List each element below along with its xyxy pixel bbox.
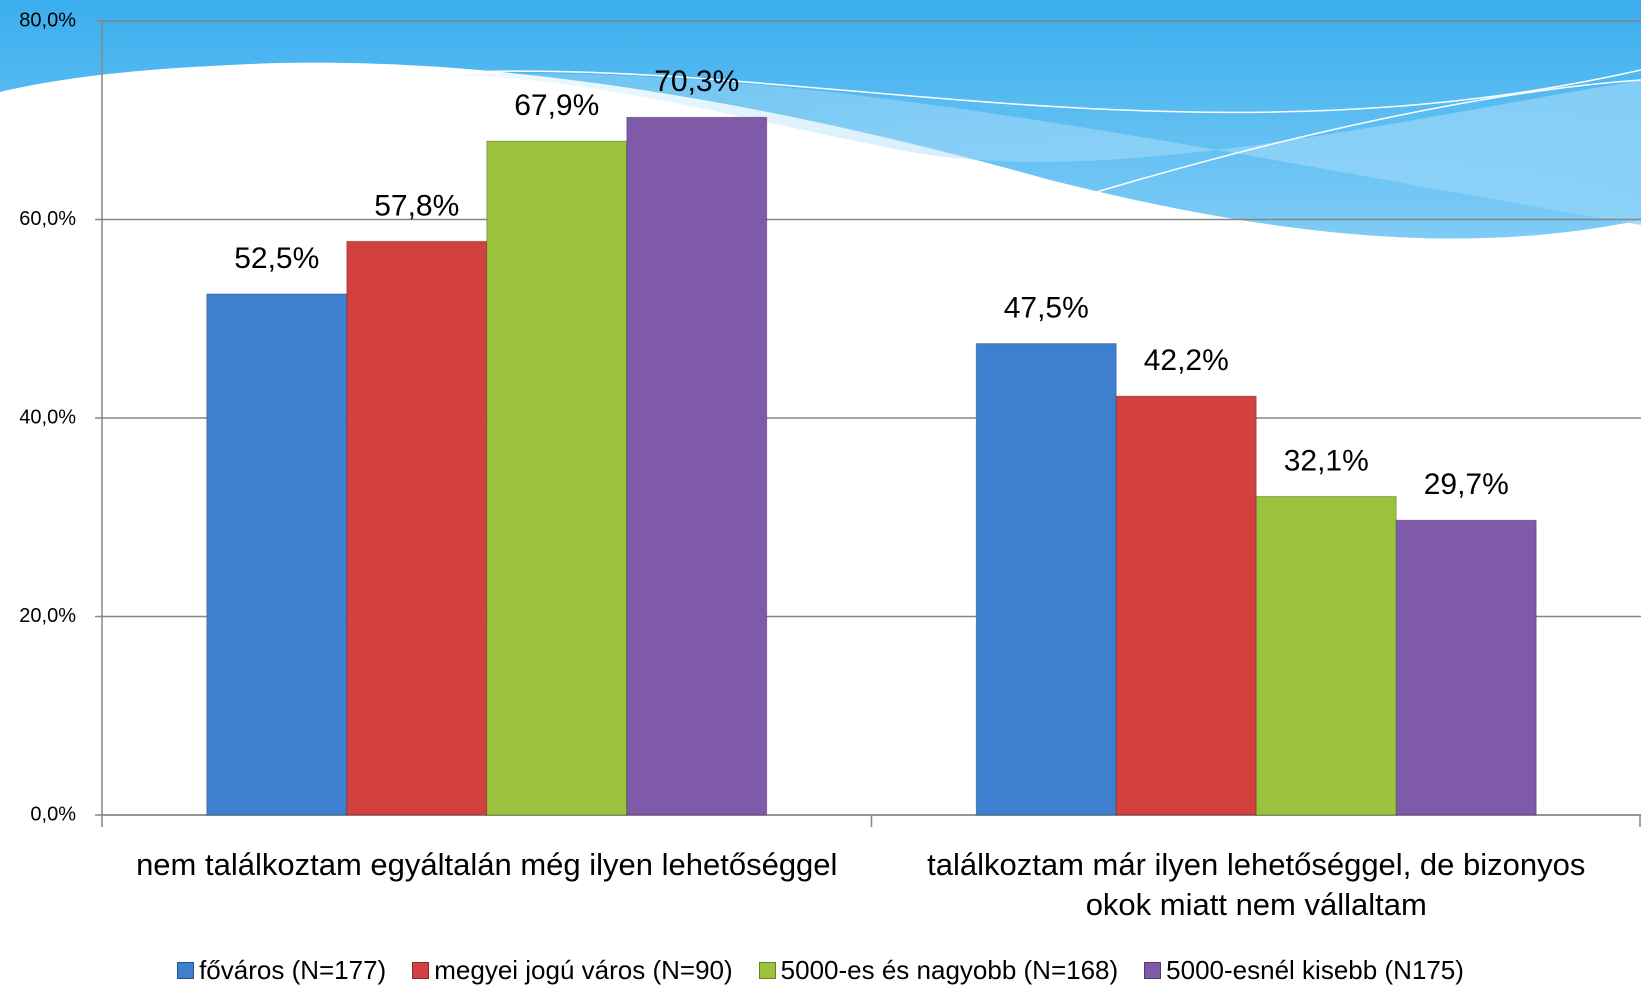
bar	[206, 293, 348, 816]
legend-swatch	[758, 962, 776, 979]
legend-label: megyei jogú város (N=90)	[434, 955, 733, 985]
bar	[486, 140, 628, 816]
data-label: 42,2%	[1144, 344, 1229, 377]
bar	[626, 116, 768, 816]
legend-label: 5000-es és nagyobb (N=168)	[780, 955, 1119, 985]
bar	[975, 343, 1117, 816]
bar	[1395, 519, 1537, 816]
legend-swatch	[412, 962, 430, 979]
data-label: 70,3%	[654, 65, 739, 98]
data-label: 47,5%	[1004, 291, 1089, 324]
legend-label: főváros (N=177)	[199, 955, 387, 985]
legend-item: 5000-es és nagyobb (N=168)	[758, 955, 1119, 986]
bar	[1115, 395, 1257, 816]
legend: főváros (N=177) megyei jogú város (N=90) 5…	[0, 955, 1641, 986]
bar	[346, 240, 488, 816]
bar	[1255, 495, 1397, 816]
x-tick-label: nem találkoztam egyáltalán még ilyen leh…	[136, 847, 838, 882]
y-tick-label: 20,0%	[19, 605, 76, 627]
y-tick-label: 60,0%	[19, 208, 76, 230]
data-label: 52,5%	[234, 242, 319, 275]
y-tick-label: 40,0%	[19, 406, 76, 428]
x-tick-label: találkoztam már ilyen lehetőséggel, de b…	[927, 847, 1586, 922]
data-label: 57,8%	[374, 189, 459, 222]
data-label: 29,7%	[1424, 468, 1509, 501]
legend-item: megyei jogú város (N=90)	[412, 955, 733, 986]
data-label: 67,9%	[514, 89, 599, 122]
y-tick-label: 80,0%	[19, 9, 76, 31]
legend-item: főváros (N=177)	[177, 955, 386, 986]
y-tick-label: 0,0%	[30, 803, 76, 825]
background-wave	[0, 0, 1641, 239]
legend-label: 5000-esnél kisebb (N175)	[1166, 955, 1464, 985]
legend-swatch	[177, 962, 195, 979]
data-label: 32,1%	[1284, 444, 1369, 477]
legend-item: 5000-esnél kisebb (N175)	[1144, 955, 1464, 986]
legend-swatch	[1144, 962, 1162, 979]
